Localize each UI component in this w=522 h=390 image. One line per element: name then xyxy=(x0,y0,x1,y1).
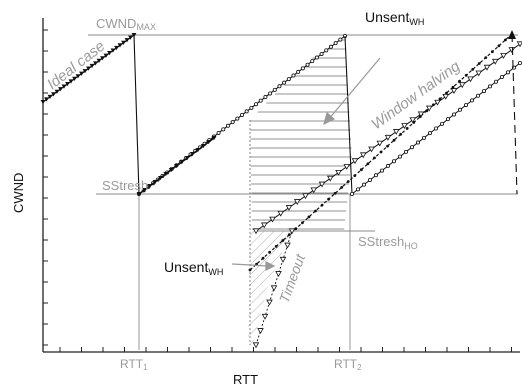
cwnd-drop-rtt2 xyxy=(344,35,353,195)
cwnd-drop-rtt1 xyxy=(133,34,140,195)
timeout-label: Timeout xyxy=(276,251,309,305)
recovery-triangles xyxy=(252,41,522,235)
rtt2-label: RTT2 xyxy=(334,357,362,372)
right-arrow-head xyxy=(508,30,516,39)
axes xyxy=(42,18,520,353)
ramp-after-rtt2 xyxy=(349,61,522,196)
y-axis-label: CWND xyxy=(11,173,26,213)
ideal-case-label: Ideal case xyxy=(44,38,108,94)
x-axis-ticks xyxy=(59,347,512,352)
unsent-region-bottom xyxy=(248,231,292,345)
unsent-label-bottom: UnsentWH xyxy=(164,259,223,277)
ideal-case-ramp xyxy=(40,33,137,105)
annotation-arrows xyxy=(231,57,381,271)
sstresh-ho-label: SStreshHO xyxy=(358,234,418,251)
cwnd-max-label: CWNDMAX xyxy=(96,16,156,32)
timeout-slow-start xyxy=(252,228,296,349)
sstresh-label: SStresh xyxy=(102,178,148,193)
window-halving-label: Window halving xyxy=(368,57,463,133)
rtt1-label: RTT1 xyxy=(120,357,148,372)
ramp-rtt1-bold xyxy=(136,136,217,197)
unsent-region-top xyxy=(250,36,352,231)
x-axis-label: RTT xyxy=(233,372,258,387)
cwnd-curves xyxy=(40,30,522,349)
y-axis-ticks xyxy=(43,29,48,346)
unsent-label-top: UnsentWH xyxy=(365,9,424,27)
right-dashed-drop xyxy=(511,33,518,195)
